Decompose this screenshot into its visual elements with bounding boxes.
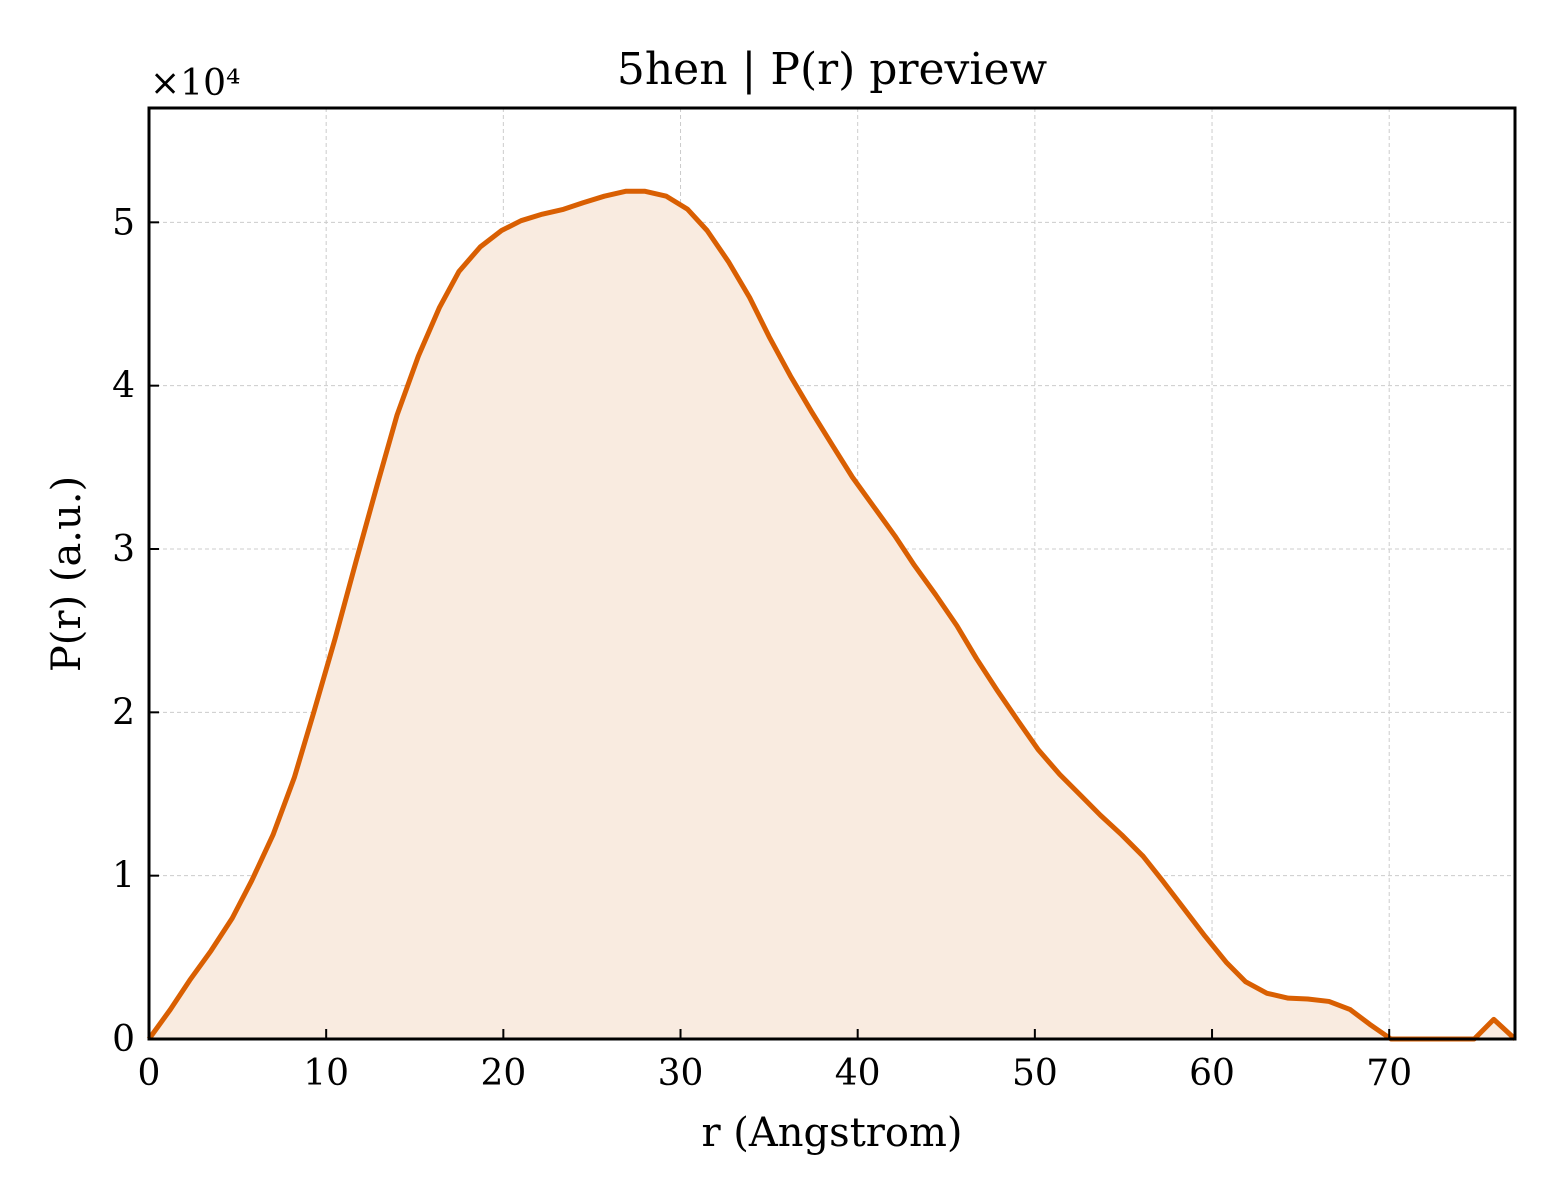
- y-multiplier-label: ×10⁴: [150, 63, 240, 104]
- ticks: 0 10 20 30 40 50 60 70 0 1 2 3 4 5: [112, 202, 1412, 1094]
- y-tick-label: 3: [112, 529, 135, 570]
- chart-title: 5hen | P(r) preview: [617, 44, 1048, 95]
- y-tick-label: 5: [112, 202, 135, 243]
- x-tick-label: 70: [1366, 1053, 1412, 1094]
- plot-frame: [147, 106, 1517, 1041]
- x-tick-label: 50: [1012, 1053, 1058, 1094]
- y-tick-label: 0: [112, 1019, 135, 1060]
- x-tick-label: 10: [303, 1053, 349, 1094]
- y-tick-label: 1: [112, 856, 135, 897]
- series-layer: [146, 188, 1517, 1042]
- x-tick-label: 0: [138, 1053, 161, 1094]
- y-tick-label: 2: [112, 692, 135, 733]
- x-tick-label: 20: [480, 1053, 526, 1094]
- y-axis-label: P(r) (a.u.): [44, 476, 90, 672]
- x-tick-label: 60: [1189, 1053, 1235, 1094]
- pr-area-fill: [149, 191, 1515, 1040]
- y-tick-label: 4: [112, 366, 135, 407]
- x-tick-label: 30: [658, 1053, 704, 1094]
- pr-curve-line: [146, 188, 1517, 1042]
- x-tick-label: 40: [835, 1053, 881, 1094]
- x-axis-label: r (Angstrom): [701, 1110, 962, 1156]
